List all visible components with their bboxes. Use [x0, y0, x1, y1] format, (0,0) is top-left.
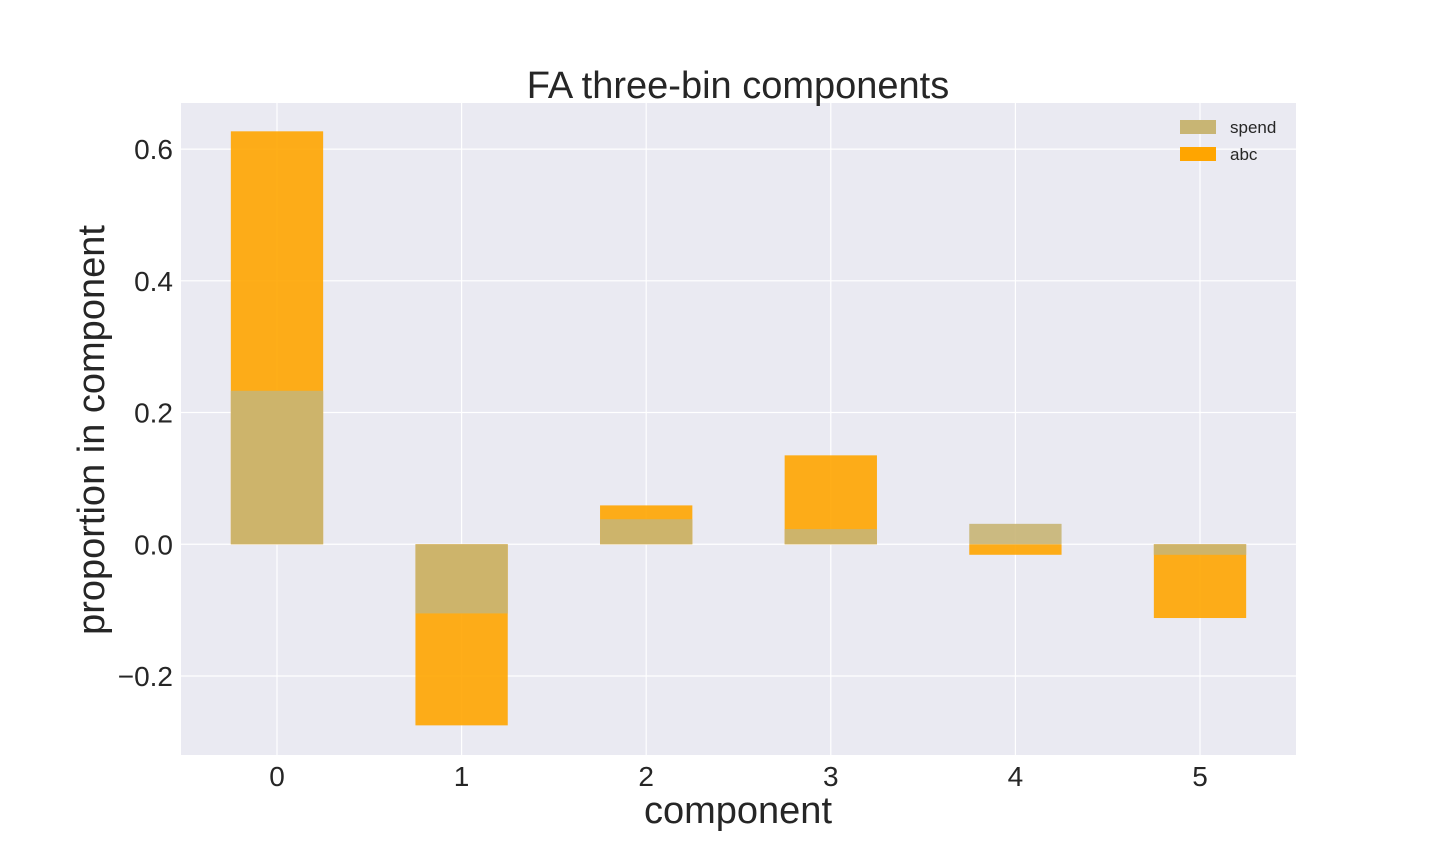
y-tick-label-3: 0.4: [134, 266, 173, 297]
chart-title: FA three-bin components: [527, 65, 949, 107]
x-tick-label-5: 5: [1192, 761, 1208, 792]
x-tick-label-2: 2: [638, 761, 654, 792]
bar-spend-4: [969, 523, 1062, 545]
bar-abc-5: [1153, 544, 1247, 619]
x-tick-label-4: 4: [1008, 761, 1024, 792]
bar-spend-5: [1153, 544, 1247, 555]
bars-group: [230, 131, 1247, 726]
y-tick-labels: −0.2 0.0 0.2 0.4 0.6: [118, 134, 173, 692]
y-tick-label-4: 0.6: [134, 134, 173, 165]
legend-swatch-spend: [1180, 120, 1216, 134]
y-axis-label: proportion in component: [71, 225, 113, 635]
x-axis-label: component: [644, 790, 832, 832]
bar-spend-1: [415, 544, 508, 614]
legend-swatch-abc: [1180, 147, 1216, 161]
x-tick-labels: 0 1 2 3 4 5: [269, 761, 1208, 792]
legend: spend abc: [1180, 118, 1276, 164]
x-tick-label-3: 3: [823, 761, 839, 792]
y-tick-label-2: 0.2: [134, 398, 173, 429]
bar-spend-0: [230, 390, 324, 545]
plot-area: [181, 103, 1296, 755]
bar-spend-3: [784, 529, 877, 545]
bar-spend-2: [600, 519, 693, 545]
bar-abc-4: [969, 544, 1062, 555]
x-tick-label-1: 1: [454, 761, 470, 792]
legend-label-abc: abc: [1230, 145, 1258, 164]
y-tick-label-1: 0.0: [134, 529, 173, 560]
x-tick-label-0: 0: [269, 761, 285, 792]
y-tick-label-0: −0.2: [118, 661, 173, 692]
legend-label-spend: spend: [1230, 118, 1276, 137]
grid-lines: [181, 103, 1296, 755]
